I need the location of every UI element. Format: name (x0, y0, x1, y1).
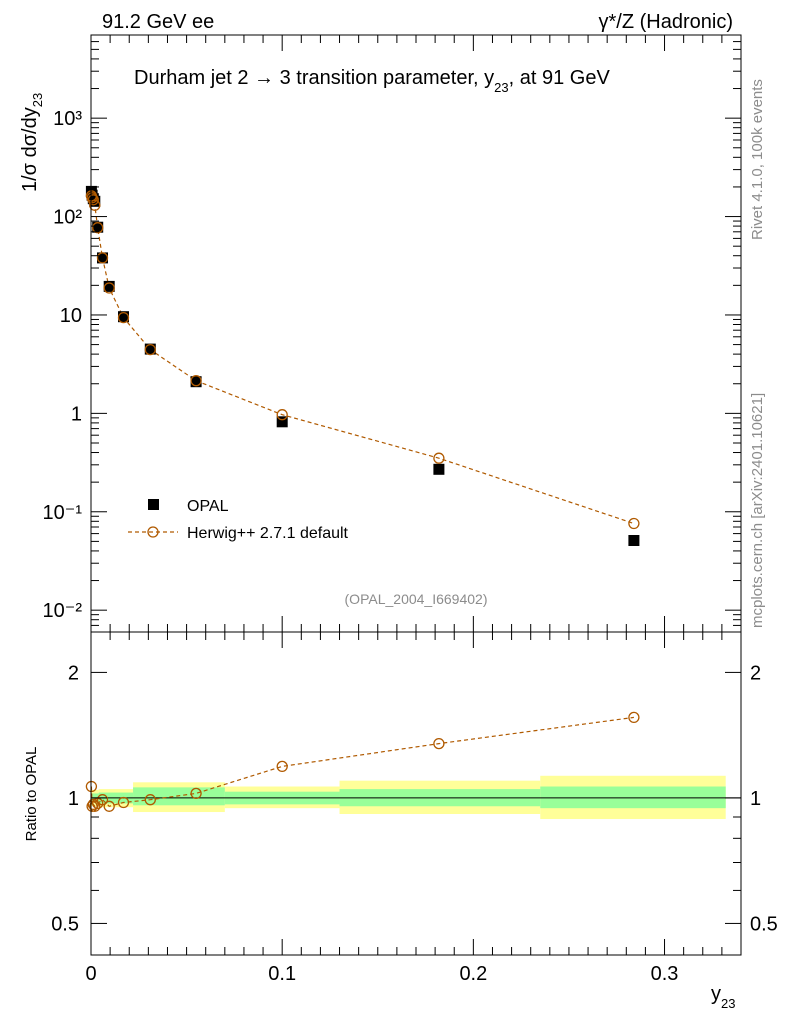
ratio-herwig-point-2 (87, 798, 99, 811)
main-ytick-label: 10² (53, 207, 82, 229)
main-ytick-label: 10³ (53, 108, 82, 130)
x-tick-label: 0.2 (459, 963, 487, 985)
herwig-point-6 (103, 282, 115, 294)
herwig-point-10 (276, 409, 288, 421)
opal-point-4 (92, 221, 104, 233)
main-ytick-label: 10⁻¹ (43, 502, 83, 524)
mcplots-label: mcplots.cern.ch [arXiv:2401.10621] (749, 393, 766, 628)
ratio-herwig-point-7 (117, 796, 130, 809)
ratio-y-axis-title: Ratio to OPAL (23, 747, 40, 842)
rivet-label: Rivet 4.1.0, 100k events (749, 79, 766, 240)
ratio-ytick-label-right: 2 (750, 662, 761, 684)
herwig-point-11 (433, 452, 445, 464)
legend-marker-opal (148, 499, 159, 510)
ratio-ytick-label-right: 1 (750, 788, 761, 810)
opal-point-8 (144, 343, 156, 355)
main-ytick-label: 1 (71, 403, 82, 425)
herwig-point-7 (117, 311, 130, 324)
ratio-ytick-label-left: 1 (68, 788, 79, 810)
ratio-herwig-point-5 (96, 794, 109, 806)
x-tick-label: 0.3 (651, 963, 679, 985)
herwig-point-9 (190, 375, 202, 387)
ratio-ytick-label-left: 0.5 (51, 913, 79, 935)
ratio-herwig-point-3 (89, 800, 101, 812)
herwig-line (90, 195, 635, 525)
main-ytick-label: 10⁻² (43, 600, 83, 622)
herwig-point-12 (628, 517, 640, 530)
source-annotation: (OPAL_2004_I669402) (345, 591, 488, 607)
x-tick-label: 0.1 (268, 963, 296, 985)
header-right: γ*/Z (Hadronic) (599, 11, 733, 33)
ratio-ytick-label-left: 2 (68, 662, 79, 684)
ratio-herwig-point-1 (86, 800, 98, 812)
ratio-herwig-point-12 (628, 711, 640, 724)
opal-point-9 (190, 376, 202, 388)
main-ytick-label: 10 (60, 305, 82, 327)
main-plot-frame (90, 34, 742, 633)
x-tick-label: 0 (85, 963, 96, 985)
stat-uncertainty-band-5 (540, 786, 726, 809)
herwig-point-4 (92, 222, 104, 234)
opal-point-5 (97, 252, 108, 264)
header-left: 91.2 GeV ee (102, 11, 214, 33)
herwig-point-8 (144, 343, 156, 356)
legend: OPAL Herwig++ 2.7.1 default (128, 498, 349, 542)
herwig-point-1 (86, 192, 98, 204)
herwig-point-5 (96, 252, 109, 264)
ratio-plot-panel: 0.5 0.5 1 1 2 2 Ratio to OPAL (23, 631, 778, 956)
herwig-point-3 (89, 199, 101, 211)
ratio-herwig-point-10 (276, 760, 288, 773)
herwig-point-2 (87, 194, 99, 206)
ratio-herwig-point-11 (433, 737, 445, 750)
ratio-herwig-point-9 (190, 787, 202, 800)
opal-point-11 (433, 463, 445, 475)
legend-label-opal: OPAL (187, 498, 229, 515)
opal-point-6 (103, 280, 115, 292)
ratio-herwig-point-6 (103, 800, 115, 812)
y-axis-title: 1/σ dσ/dy23 (19, 93, 45, 192)
opal-point-10 (276, 416, 288, 428)
legend-label-herwig: Herwig++ 2.7.1 default (187, 525, 349, 542)
opal-point-7 (118, 311, 129, 323)
legend-marker-herwig (147, 526, 159, 538)
x-axis-title: y23 (711, 983, 735, 1011)
opal-point-12 (628, 535, 640, 546)
ratio-ytick-label-right: 0.5 (750, 913, 778, 935)
main-plot-panel: 10⁻² 10⁻¹ 1 10 10² 10³ Durham jet 2 → 3 trans… (19, 34, 742, 633)
ratio-herwig-point-8 (144, 794, 156, 806)
chart-title: Durham jet 2 → 3 transition parameter, y… (134, 67, 610, 95)
